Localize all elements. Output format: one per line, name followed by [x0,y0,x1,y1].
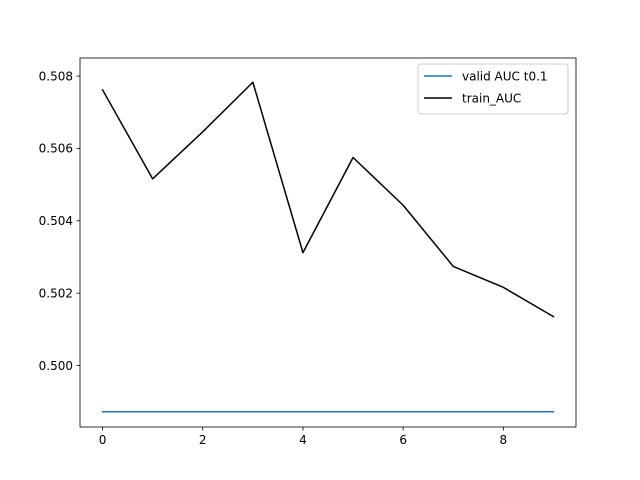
x-tick-label: 2 [199,433,207,447]
y-tick-label: 0.500 [39,359,73,373]
y-tick-label: 0.508 [39,69,73,83]
legend-label-1: train_AUC [462,91,521,105]
legend-box [417,63,569,115]
legend: valid AUC t0.1 train_AUC [417,63,569,115]
plot-area [101,81,555,413]
x-tick-label: 6 [399,433,407,447]
axes: 0 2 4 6 8 0.500 0.502 0.504 0.506 0.508 [39,57,577,447]
y-tick-label: 0.504 [39,214,73,228]
x-tick-label: 4 [299,433,307,447]
x-tick-label: 0 [99,433,107,447]
legend-label-0: valid AUC t0.1 [462,69,548,83]
series-line-1 [101,81,555,318]
y-tick-label: 0.506 [39,142,73,156]
x-tick-label: 8 [500,433,508,447]
y-tick-label: 0.502 [39,286,73,300]
axes-frame [79,57,577,428]
